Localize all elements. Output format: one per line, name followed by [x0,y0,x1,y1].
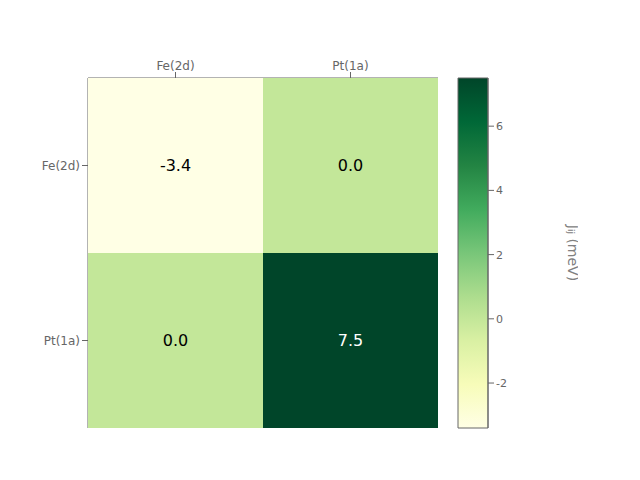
svg-text:0: 0 [496,313,503,326]
svg-text:4: 4 [496,184,503,197]
svg-text:Fe(2d): Fe(2d) [156,59,194,73]
svg-text:0.0: 0.0 [163,331,188,350]
svg-text:-3.4: -3.4 [160,156,191,175]
svg-text:Pt(1a): Pt(1a) [332,59,368,73]
svg-text:0.0: 0.0 [338,156,363,175]
svg-text:Pt(1a): Pt(1a) [44,334,80,348]
svg-text:-2: -2 [496,377,507,390]
svg-text:Jᵢⱼ (meV): Jᵢⱼ (meV) [565,224,578,281]
svg-text:7.5: 7.5 [338,331,363,350]
svg-text:6: 6 [496,120,503,133]
svg-text:2: 2 [496,249,503,262]
svg-text:Fe(2d): Fe(2d) [42,159,80,173]
